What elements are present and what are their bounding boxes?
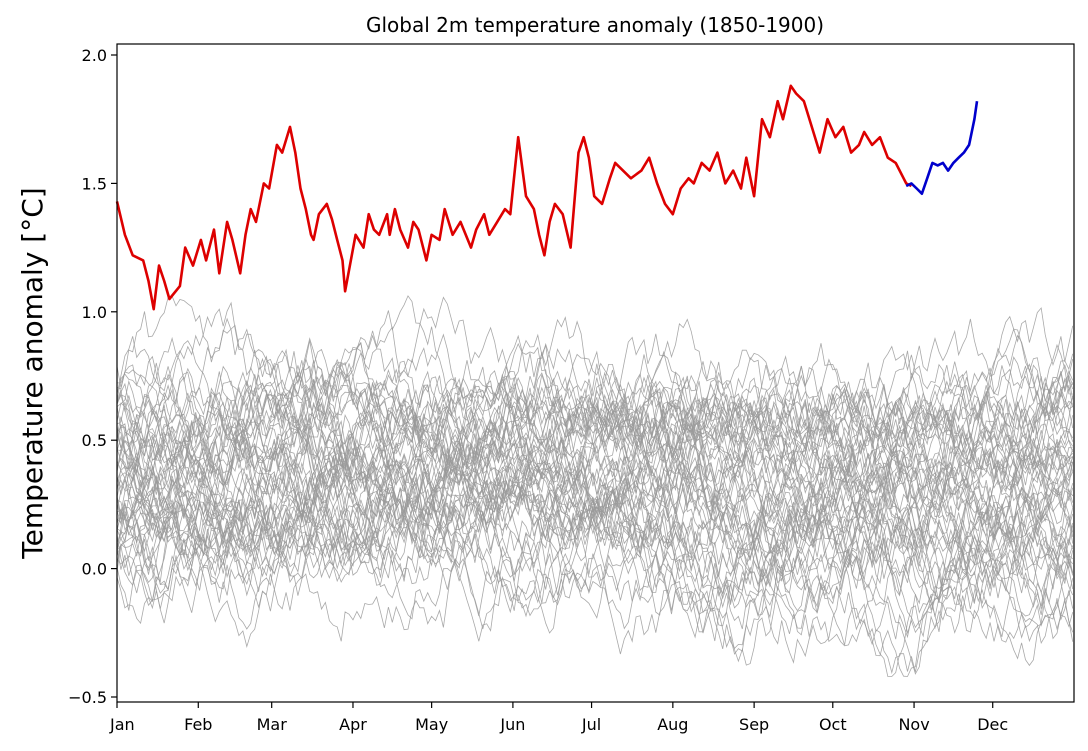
x-tick-label: Sep [739, 715, 769, 734]
history-year-line [116, 365, 1074, 517]
history-year-line [116, 414, 1074, 567]
x-tick-label: Apr [339, 715, 367, 734]
history-year-line [116, 470, 1074, 612]
y-tick-label: 2.0 [82, 46, 107, 65]
x-tick-label: Nov [898, 715, 929, 734]
history-year-line [116, 324, 1073, 481]
history-year-line [116, 401, 1074, 545]
y-tick-label: −0.5 [68, 688, 107, 707]
history-year-line [116, 457, 1074, 620]
y-tick-label: 1.0 [82, 303, 107, 322]
history-year-line [116, 342, 1074, 527]
history-year-line [116, 346, 1074, 489]
history-year-line [116, 361, 1074, 571]
y-tick-label: 0.0 [82, 560, 107, 579]
x-tick-label: Feb [184, 715, 212, 734]
history-year-line [116, 488, 1074, 677]
y-tick-label: 0.5 [82, 431, 107, 450]
y-axis-label: Temperature anomaly [°C] [16, 187, 49, 559]
history-year-line [116, 295, 1074, 463]
x-axis: Jan Feb Mar Apr May Jun Jul Aug Sep Oct Nov Dec [109, 702, 1008, 734]
history-year-line [116, 425, 1074, 620]
y-tick-label: 1.5 [82, 174, 107, 193]
history-year-line [116, 315, 1074, 478]
current-year-red-line [115, 84, 912, 311]
x-tick-label: Jun [499, 715, 525, 734]
history-year-line [117, 340, 1074, 476]
history-year-line [116, 295, 1074, 500]
history-year-line [116, 380, 1074, 542]
plot-frame [116, 43, 1075, 703]
chart-title: Global 2m temperature anomaly (1850-1900… [366, 13, 824, 37]
history-year-line [116, 424, 1074, 576]
history-year-line [116, 374, 1074, 514]
x-tick-label: Mar [257, 715, 288, 734]
history-year-line [116, 358, 1074, 543]
history-year-line [116, 422, 1074, 675]
history-year-line [116, 484, 1074, 675]
history-year-line [116, 479, 1074, 644]
x-tick-label: May [415, 715, 448, 734]
x-tick-label: Jan [109, 715, 135, 734]
x-tick-label: Oct [819, 715, 847, 734]
latest-days-blue-line [905, 101, 979, 195]
history-year-line [116, 408, 1074, 599]
current-year-series [115, 84, 979, 311]
y-axis: −0.5 0.0 0.5 1.0 1.5 2.0 [68, 46, 117, 707]
history-year-line [116, 333, 1073, 510]
x-tick-label: Jul [581, 715, 601, 734]
history-year-line [116, 415, 1074, 585]
x-tick-label: Dec [977, 715, 1008, 734]
x-tick-label: Aug [657, 715, 688, 734]
historical-years-lines [116, 295, 1074, 677]
